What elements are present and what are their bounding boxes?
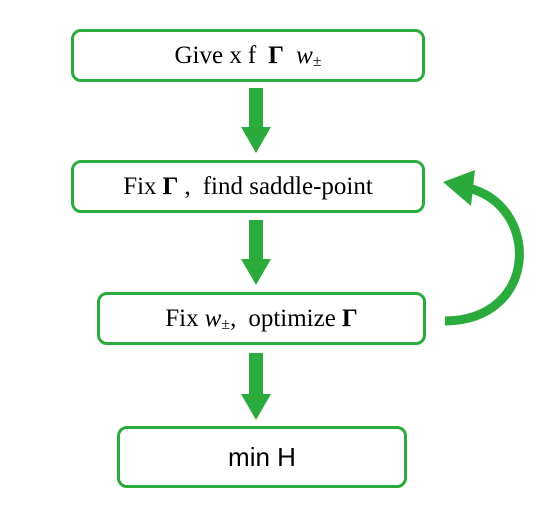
give-prefix: Give x (174, 41, 242, 69)
fix-w-gamma-symbol: Γ (341, 304, 358, 332)
loop-back-arrow (443, 170, 524, 326)
give-pm-subscript: ± (312, 52, 322, 70)
step-give-box: Give x f Γ w ± (71, 29, 425, 82)
step-min-box: min H (117, 426, 407, 488)
fix-w-rest: optimize (248, 304, 336, 332)
fix-w-comma: , (230, 304, 237, 332)
fix-gamma-prefix: Fix (123, 172, 157, 200)
give-w-symbol: w (296, 41, 313, 69)
arrow-down-3 (241, 353, 271, 420)
step-fix-gamma-box: Fix Γ , find saddle-point (71, 160, 425, 213)
fix-w-pm-subscript: ± (221, 315, 231, 333)
fix-w-symbol: w (204, 304, 222, 332)
give-f: f (247, 41, 257, 69)
fix-gamma-symbol: Γ (162, 172, 179, 200)
arrow-down-2 (241, 220, 271, 285)
min-label: min H (228, 441, 296, 472)
fix-gamma-comma: , (184, 172, 191, 200)
fix-w-prefix: Fix (165, 304, 199, 332)
step-fix-w-box: Fix w ± , optimize Γ (97, 292, 426, 345)
arrow-down-1 (241, 88, 271, 153)
give-gamma-symbol: Γ (268, 41, 285, 69)
fix-gamma-rest: find saddle-point (202, 172, 373, 200)
